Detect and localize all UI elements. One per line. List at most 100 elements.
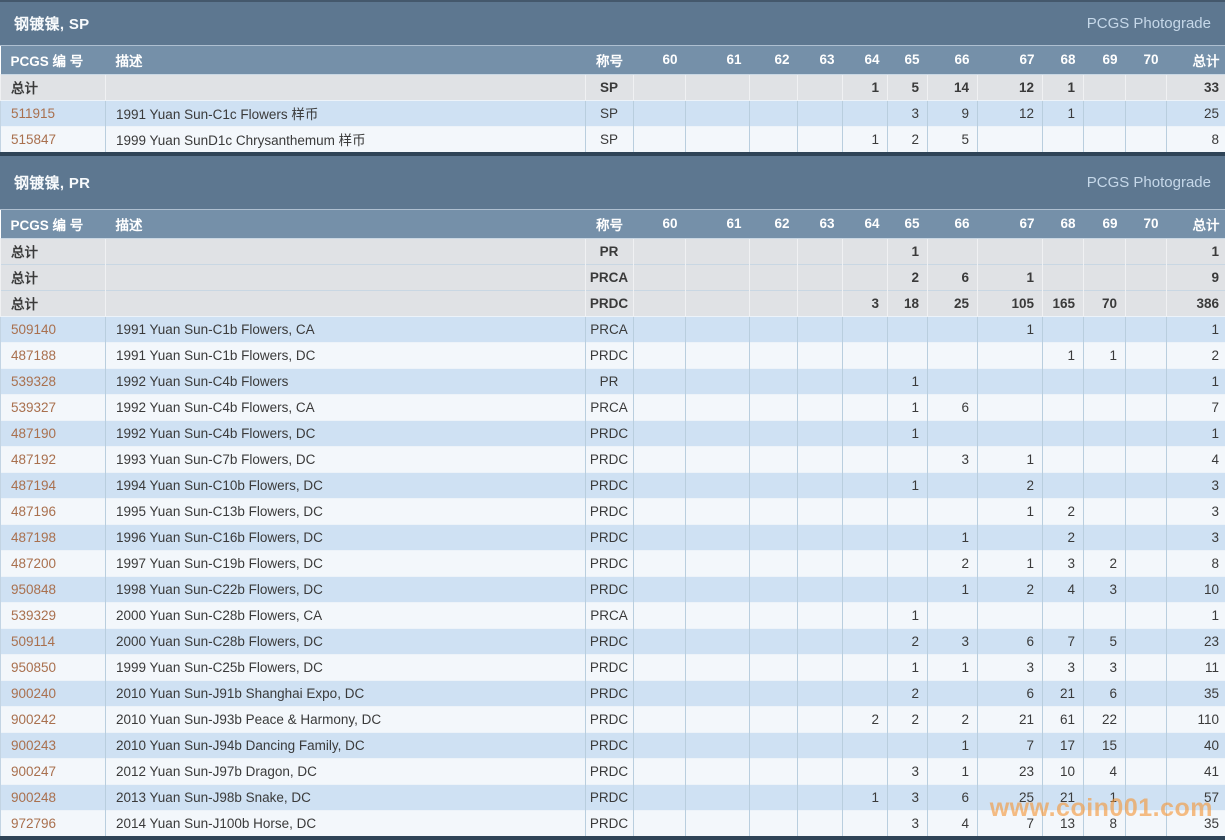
grade-63-cell bbox=[797, 679, 843, 706]
section-title-bar: 钢镀镍, SP PCGS Photograde bbox=[0, 0, 1225, 46]
col-header-designation: 称号 bbox=[585, 210, 634, 238]
designation-cell: PRDC bbox=[585, 445, 634, 472]
table-row: 900243 2010 Yuan Sun-J94b Dancing Family,… bbox=[0, 731, 1225, 758]
grade-66-cell: 25 bbox=[927, 289, 978, 316]
grade-64-cell bbox=[842, 757, 888, 784]
grade-69-cell: 2 bbox=[1083, 549, 1126, 576]
grade-67-cell: 1 bbox=[977, 497, 1043, 524]
table-row: 487200 1997 Yuan Sun-C19b Flowers, DC PRDC… bbox=[0, 549, 1225, 576]
grade-67-cell: 21 bbox=[977, 705, 1043, 732]
grade-64-cell bbox=[842, 731, 888, 758]
pcgs-number-link[interactable]: 509114 bbox=[11, 633, 56, 649]
grade-62-cell bbox=[749, 575, 798, 602]
grade-61-cell bbox=[685, 601, 750, 628]
photograde-link[interactable]: PCGS Photograde bbox=[1086, 174, 1211, 191]
col-header-total: 总计 bbox=[1166, 46, 1225, 74]
description-cell: 2010 Yuan Sun-J91b Shanghai Expo, DC bbox=[105, 679, 586, 706]
grade-64-cell bbox=[842, 263, 888, 290]
col-header-grade-61: 61 bbox=[685, 210, 750, 238]
grade-68-cell bbox=[1042, 471, 1084, 498]
grade-65-cell bbox=[887, 315, 928, 342]
description-cell: 1992 Yuan Sun-C4b Flowers bbox=[105, 367, 586, 394]
totals-label: 总计 bbox=[0, 237, 106, 264]
table-row: 900242 2010 Yuan Sun-J93b Peace & Harmony… bbox=[0, 705, 1225, 732]
grade-62-cell bbox=[749, 419, 798, 446]
grade-67-cell bbox=[977, 125, 1043, 152]
grade-66-cell: 14 bbox=[927, 73, 978, 100]
grade-67-cell bbox=[977, 393, 1043, 420]
grade-65-cell: 1 bbox=[887, 653, 928, 680]
table-row: 950848 1998 Yuan Sun-C22b Flowers, DC PRDC… bbox=[0, 575, 1225, 602]
grade-62-cell bbox=[749, 289, 798, 316]
grade-66-cell bbox=[927, 679, 978, 706]
pcgs-number-link[interactable]: 487188 bbox=[11, 347, 57, 363]
pcgs-number-link[interactable]: 950850 bbox=[11, 659, 57, 675]
pcgs-number-link[interactable]: 539329 bbox=[11, 607, 57, 623]
grade-65-cell bbox=[887, 731, 928, 758]
grade-69-cell bbox=[1083, 73, 1126, 100]
section-divider bbox=[0, 836, 1225, 840]
pcgs-number-link[interactable]: 900243 bbox=[11, 737, 57, 753]
grade-62-cell bbox=[749, 471, 798, 498]
table-row: 487196 1995 Yuan Sun-C13b Flowers, DC PRDC… bbox=[0, 497, 1225, 524]
pcgs-number-link[interactable]: 950848 bbox=[11, 581, 57, 597]
description-cell: 2010 Yuan Sun-J93b Peace & Harmony, DC bbox=[105, 705, 586, 732]
grade-66-cell: 6 bbox=[927, 393, 978, 420]
pcgs-number-link[interactable]: 487190 bbox=[11, 425, 57, 441]
pcgs-number-link[interactable]: 487196 bbox=[11, 503, 57, 519]
col-header-total: 总计 bbox=[1166, 210, 1225, 238]
grade-66-cell bbox=[927, 471, 978, 498]
pcgs-number-link[interactable]: 972796 bbox=[11, 815, 57, 831]
grade-63-cell bbox=[797, 757, 843, 784]
pcgs-number-link[interactable]: 487194 bbox=[11, 477, 57, 493]
grade-68-cell bbox=[1042, 125, 1084, 152]
pcgs-number-link[interactable]: 487198 bbox=[11, 529, 57, 545]
grade-67-cell bbox=[977, 601, 1043, 628]
pcgs-number-link[interactable]: 487200 bbox=[11, 555, 57, 571]
grade-65-cell: 3 bbox=[887, 99, 928, 126]
pcgs-number-link[interactable]: 900248 bbox=[11, 789, 57, 805]
col-header-grade-61: 61 bbox=[685, 46, 750, 74]
pcgs-number-link[interactable]: 509140 bbox=[11, 321, 57, 337]
grade-65-cell: 3 bbox=[887, 783, 928, 810]
grade-63-cell bbox=[797, 471, 843, 498]
grade-63-cell bbox=[797, 653, 843, 680]
grade-61-cell bbox=[685, 627, 750, 654]
grade-68-cell bbox=[1042, 419, 1084, 446]
grade-62-cell bbox=[749, 783, 798, 810]
photograde-link[interactable]: PCGS Photograde bbox=[1086, 15, 1211, 32]
col-header-grade-70: 70 bbox=[1125, 46, 1167, 74]
table-row: 487192 1993 Yuan Sun-C7b Flowers, DC PRDC 3… bbox=[0, 445, 1225, 472]
grade-60-cell bbox=[633, 575, 686, 602]
grade-68-cell: 1 bbox=[1042, 341, 1084, 368]
section-pr: 钢镀镍, PR PCGS Photograde PCGS 编 号描述 称号 60 61 62… bbox=[0, 156, 1225, 836]
total-cell: 41 bbox=[1166, 757, 1225, 784]
pcgs-number-link[interactable]: 539328 bbox=[11, 373, 57, 389]
grade-61-cell bbox=[685, 125, 750, 152]
pcgs-number-link[interactable]: 511915 bbox=[11, 105, 56, 121]
pcgs-number-link[interactable]: 515847 bbox=[11, 131, 57, 147]
pcgs-number-link[interactable]: 900242 bbox=[11, 711, 57, 727]
grade-65-cell bbox=[887, 445, 928, 472]
pcgs-number-link[interactable]: 539327 bbox=[11, 399, 57, 415]
designation-cell: PRDC bbox=[585, 419, 634, 446]
col-header-grade-67: 67 bbox=[977, 210, 1043, 238]
grade-66-cell: 2 bbox=[927, 549, 978, 576]
grade-65-cell: 1 bbox=[887, 419, 928, 446]
designation-cell: PR bbox=[585, 367, 634, 394]
pcgs-number-link[interactable]: 900247 bbox=[11, 763, 57, 779]
total-cell: 4 bbox=[1166, 445, 1225, 472]
grade-63-cell bbox=[797, 73, 843, 100]
grade-70-cell bbox=[1125, 575, 1167, 602]
totals-description-cell bbox=[105, 289, 586, 316]
header-row: PCGS 编 号描述 称号 60 61 62 63 64 65 66 67 68 69 70 总计 bbox=[0, 46, 1225, 74]
pcgs-number-link[interactable]: 900240 bbox=[11, 685, 57, 701]
grade-67-cell: 6 bbox=[977, 679, 1043, 706]
col-header-grade-60: 60 bbox=[633, 210, 686, 238]
grade-63-cell bbox=[797, 237, 843, 264]
pcgs-number-link[interactable]: 487192 bbox=[11, 451, 57, 467]
description-cell: 1999 Yuan SunD1c Chrysanthemum 样币 bbox=[105, 125, 586, 152]
grade-69-cell bbox=[1083, 419, 1126, 446]
grade-64-cell: 1 bbox=[842, 125, 888, 152]
grade-64-cell bbox=[842, 99, 888, 126]
